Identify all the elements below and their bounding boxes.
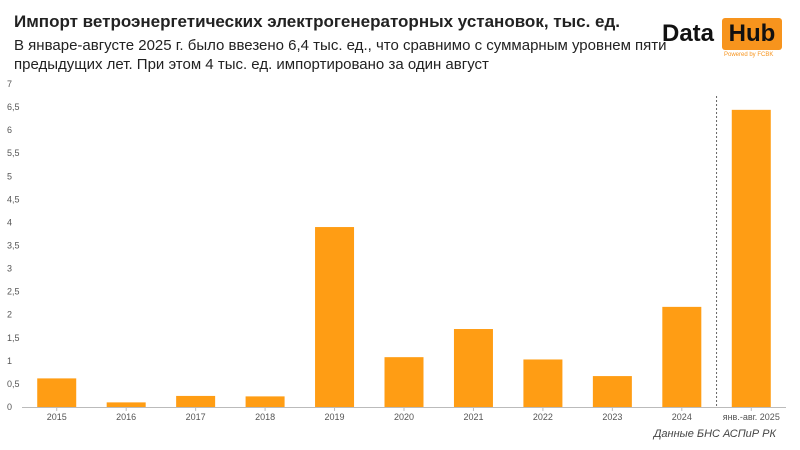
y-tick-label: 7 — [7, 79, 12, 89]
x-tick-label: 2023 — [602, 412, 622, 422]
x-tick-label: 2021 — [463, 412, 483, 422]
bar-chart: 0 0,5 1 1,5 2 2,5 3 3,5 4 4,5 5 5,5 6 6,5 7 2015 2016 201… — [7, 79, 786, 422]
y-tick-label: 3 — [7, 264, 12, 274]
y-tick-label: 1,5 — [7, 333, 20, 343]
y-tick-label: 6 — [7, 125, 12, 135]
bar — [315, 227, 355, 407]
y-tick-label: 0 — [7, 402, 12, 412]
x-tick-label: янв.-авг. 2025 — [723, 412, 780, 422]
y-tick-label: 3,5 — [7, 241, 20, 251]
chart-subtitle: В январе-августе 2025 г. было ввезено 6,… — [14, 37, 667, 73]
x-tick-label: 2017 — [186, 412, 206, 422]
y-tick-label: 6,5 — [7, 102, 20, 112]
bar — [37, 378, 77, 407]
bar — [453, 329, 493, 407]
bar — [523, 359, 563, 407]
y-tick-label: 5 — [7, 171, 12, 181]
y-tick-label: 4,5 — [7, 194, 20, 204]
x-tick-label: 2020 — [394, 412, 414, 422]
logo-hub-box: Hub — [722, 18, 782, 50]
y-tick-label: 2 — [7, 310, 12, 320]
y-tick-label: 2,5 — [7, 287, 20, 297]
y-tick-label: 0,5 — [7, 379, 20, 389]
datahub-logo: Data Hub Powered by FCBK — [662, 18, 784, 64]
x-tick-label: 2015 — [47, 412, 67, 422]
bar — [384, 357, 424, 407]
x-tick-label: 2016 — [116, 412, 136, 422]
bar — [731, 109, 771, 407]
bar — [592, 376, 632, 407]
bar — [662, 306, 702, 407]
y-tick-label: 1 — [7, 356, 12, 366]
logo-hub-text: Hub — [728, 20, 776, 47]
bar — [106, 402, 146, 407]
source-note: Данные БНС АСПиР РК — [653, 428, 776, 440]
y-tick-label: 5,5 — [7, 148, 20, 158]
chart-title: Импорт ветроэнергетических электрогенера… — [14, 12, 620, 31]
x-tick-label: 2022 — [533, 412, 553, 422]
logo-data-text: Data — [662, 20, 715, 47]
bar — [176, 395, 216, 407]
x-tick-label: 2024 — [672, 412, 692, 422]
x-tick-label: 2019 — [325, 412, 345, 422]
logo-powered-text: Powered by FCBK — [724, 52, 774, 58]
x-tick-label: 2018 — [255, 412, 275, 422]
bar — [245, 396, 285, 407]
y-tick-label: 4 — [7, 217, 12, 227]
